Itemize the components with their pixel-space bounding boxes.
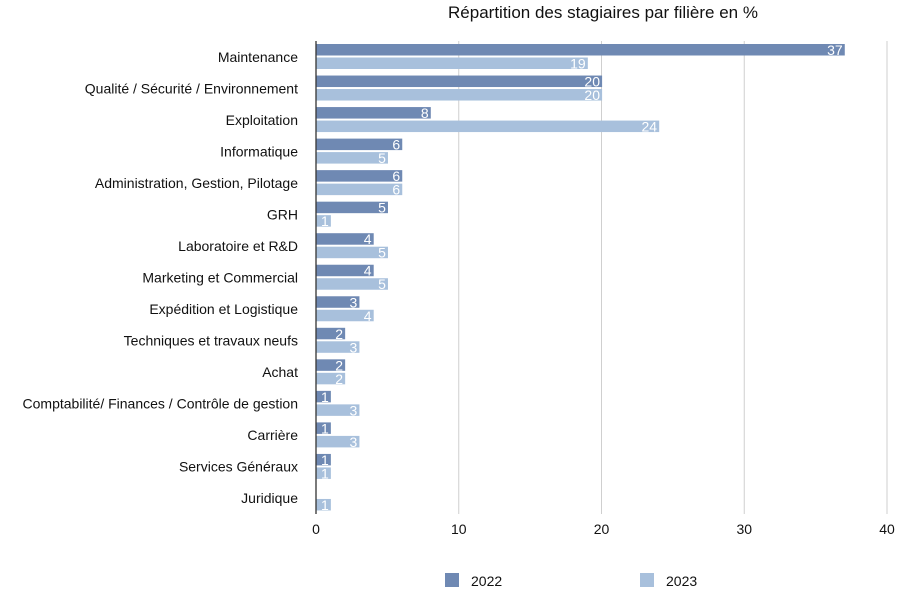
bar-2022-4 [316,138,403,151]
bar-value-label: 1 [321,420,329,436]
x-tick-label: 20 [594,521,610,537]
legend: 2022 2023 [445,573,697,589]
category-label: Informatique [220,143,298,159]
category-label: Techniques et travaux neufs [124,333,298,349]
category-label: Administration, Gestion, Pilotage [95,175,298,191]
bar-value-label: 6 [392,168,400,184]
bar-value-label: 1 [321,452,329,468]
bar-2022-12 [316,390,331,403]
x-tick-label: 0 [312,521,320,537]
bar-2023-9 [316,309,374,322]
grid-layer [458,41,888,514]
bar-value-label: 20 [584,74,600,90]
legend-label-2022: 2022 [471,573,502,589]
x-tick-label: 40 [879,521,895,537]
bars-layer [316,44,845,511]
bar-value-label: 3 [350,434,358,450]
bar-value-label: 19 [570,56,586,72]
bar-2023-4 [316,152,388,164]
category-label: Juridique [241,490,298,506]
bar-value-label: 6 [392,182,400,198]
bar-2022-13 [316,422,331,434]
bar-2023-11 [316,372,346,385]
bar-value-label: 4 [364,308,372,324]
bar-value-label: 2 [335,357,343,373]
bar-2023-6 [316,215,331,227]
labels-layer: Maintenance 37 19 Qualité / Sécurité / Envi… [23,42,843,513]
bar-value-label: 5 [378,200,386,216]
category-label: Qualité / Sécurité / Environnement [85,80,298,96]
bar-2023-3 [316,120,660,133]
bar-2022-6 [316,201,388,214]
bar-2023-7 [316,246,388,259]
legend-label-2023: 2023 [666,573,697,589]
bar-value-label: 8 [421,105,429,121]
bar-value-label: 4 [364,263,372,279]
bar-2023-1 [316,57,588,69]
category-label: Laboratoire et R&D [178,238,298,254]
bar-value-label: 2 [335,371,343,387]
bar-2022-8 [316,264,374,277]
bar-value-label: 24 [642,119,658,135]
bar-value-label: 37 [827,42,843,58]
bar-2023-14 [316,467,331,479]
category-label: Achat [262,364,298,380]
bar-2023-12 [316,404,360,416]
bar-2023-2 [316,89,603,101]
bar-2023-8 [316,278,388,290]
category-label: Maintenance [218,49,298,65]
bar-value-label: 5 [378,276,386,292]
bar-value-label: 5 [378,150,386,166]
legend-swatch-2023 [640,573,654,587]
bar-2022-14 [316,453,331,466]
bar-2022-7 [316,233,374,245]
bar-value-label: 1 [321,497,329,513]
bar-2023-13 [316,435,360,448]
bar-2022-9 [316,296,360,308]
bar-value-label: 5 [378,245,386,261]
category-label: Services Généraux [179,459,298,475]
bar-value-label: 1 [321,213,329,229]
bar-2022-2 [316,75,603,88]
bar-value-label: 3 [350,402,358,418]
bar-2022-3 [316,107,431,119]
bar-2023-10 [316,341,360,353]
bar-value-label: 3 [350,339,358,355]
bar-2022-10 [316,327,346,340]
bar-2022-11 [316,359,346,371]
bar-value-label: 2 [335,326,343,342]
bar-2022-5 [316,170,403,182]
bar-value-label: 1 [321,389,329,405]
category-label: Carrière [247,427,298,443]
axis-layer: 0 10 20 30 40 [312,41,895,537]
category-label: Expédition et Logistique [149,301,298,317]
bar-value-label: 1 [321,465,329,481]
legend-swatch-2022 [445,573,459,587]
bar-value-label: 20 [584,87,600,103]
chart-title: Répartition des stagiaires par filière e… [448,3,758,22]
bar-2023-5 [316,183,403,196]
bar-value-label: 6 [392,137,400,153]
bar-2022-1 [316,44,845,56]
category-label: GRH [267,206,298,222]
x-tick-label: 10 [451,521,467,537]
category-label: Comptabilité/ Finances / Contrôle de ges… [23,396,298,412]
bar-value-label: 4 [364,231,372,247]
bar-value-label: 3 [350,294,358,310]
category-label: Marketing et Commercial [142,270,298,286]
bar-2023-15 [316,498,331,511]
x-tick-label: 30 [736,521,752,537]
category-label: Exploitation [226,112,298,128]
